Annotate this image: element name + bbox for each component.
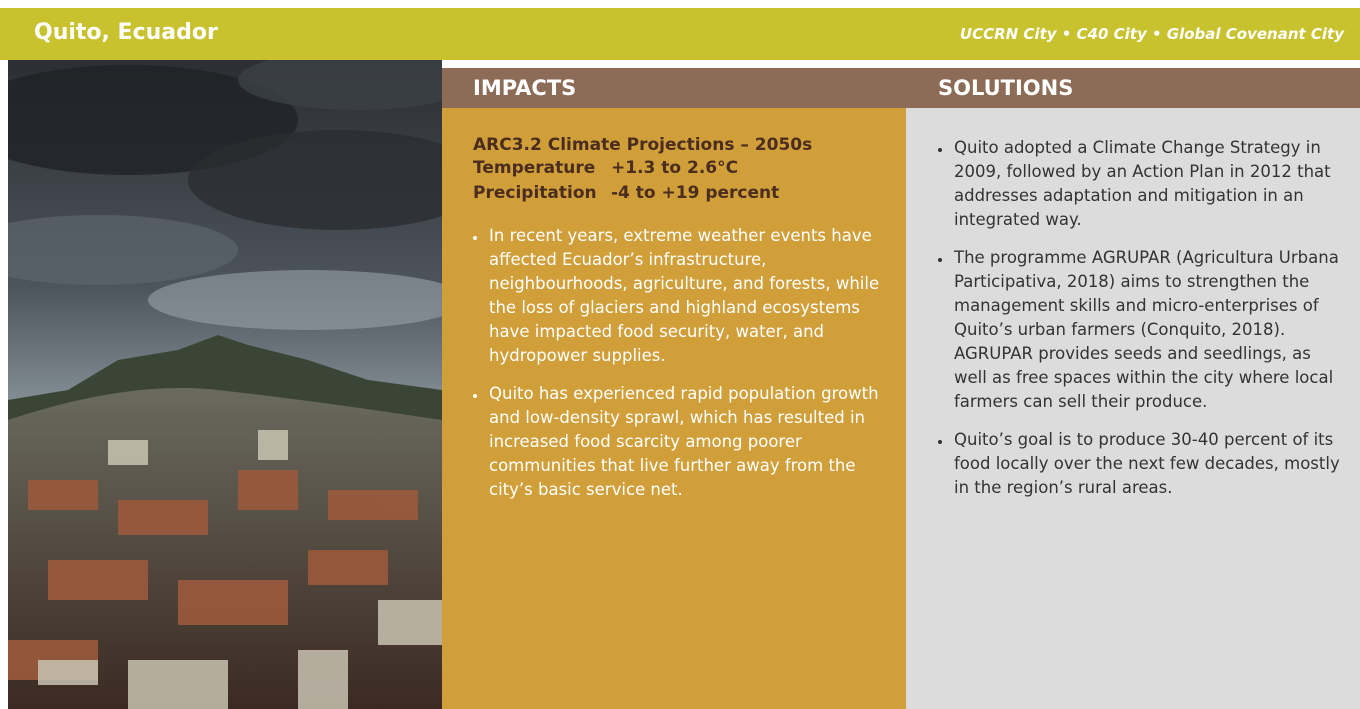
projection-value: +1.3 to 2.6°C [611, 156, 738, 181]
city-photo [8, 60, 442, 709]
projection-row: Precipitation-4 to +19 percent [473, 181, 884, 206]
projections-title: ARC3.2 Climate Projections – 2050s [473, 134, 884, 156]
solution-bullet: Quito’s goal is to produce 30-40 percent… [952, 428, 1346, 500]
header-bar: Quito, Ecuador UCCRN City • C40 City • G… [0, 8, 1360, 60]
impact-bullet: Quito has experienced rapid population g… [487, 382, 884, 502]
projection-label: Temperature [473, 156, 611, 181]
solutions-heading: SOLUTIONS [906, 68, 1360, 108]
impact-bullet: In recent years, extreme weather events … [487, 224, 884, 368]
impacts-list: In recent years, extreme weather events … [473, 224, 884, 502]
impacts-column: ARC3.2 Climate Projections – 2050s Tempe… [442, 108, 906, 709]
city-tags: UCCRN City • C40 City • Global Covenant … [960, 25, 1344, 43]
projection-label: Precipitation [473, 181, 611, 206]
projection-value: -4 to +19 percent [611, 181, 779, 206]
solutions-list: Quito adopted a Climate Change Strategy … [938, 136, 1346, 500]
projection-row: Temperature+1.3 to 2.6°C [473, 156, 884, 181]
city-title: Quito, Ecuador [34, 20, 218, 45]
solution-bullet: The programme AGRUPAR (Agricultura Urban… [952, 246, 1346, 414]
impacts-heading: IMPACTS [442, 68, 906, 108]
solutions-column: Quito adopted a Climate Change Strategy … [906, 108, 1360, 709]
page: {"header": {"title": "Quito, Ecuador", "… [0, 0, 1360, 709]
solution-bullet: Quito adopted a Climate Change Strategy … [952, 136, 1346, 232]
